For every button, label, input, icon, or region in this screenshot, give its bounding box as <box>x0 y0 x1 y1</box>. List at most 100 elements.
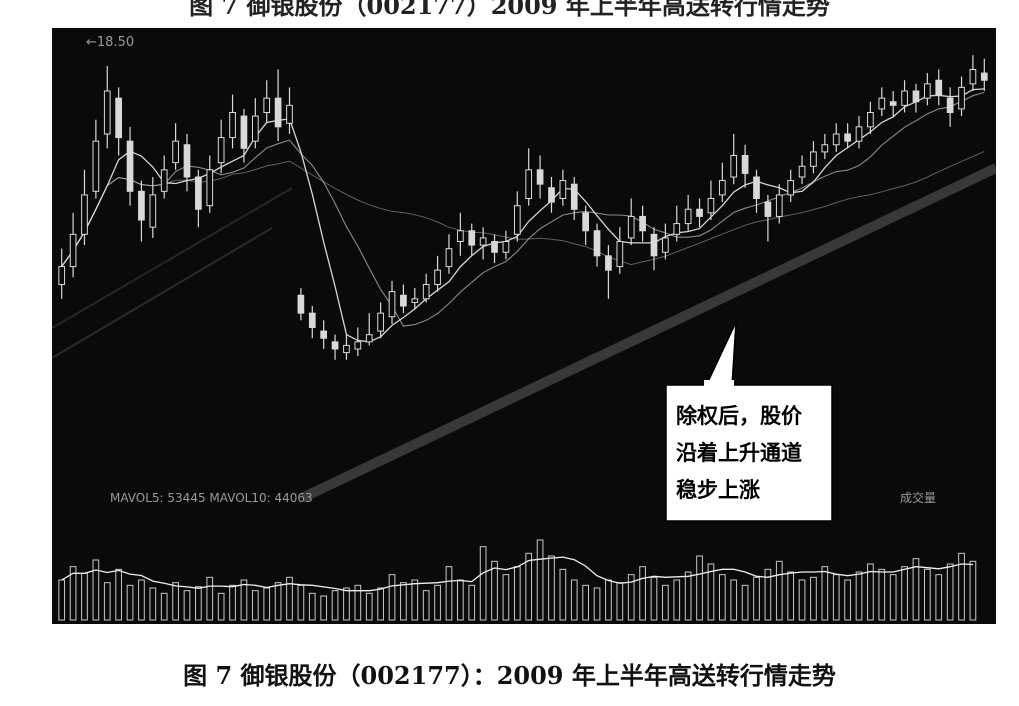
trend-channel <box>52 163 996 503</box>
volume-bar <box>662 584 669 621</box>
candle-body <box>764 201 772 217</box>
volume-bar <box>775 560 783 621</box>
volume-bar <box>103 582 111 621</box>
volume-bar <box>92 559 100 621</box>
candle-body <box>69 233 77 268</box>
volume-bar <box>548 555 555 621</box>
volume-bar <box>627 574 635 621</box>
candle-body <box>297 294 305 314</box>
volume-bar <box>741 584 749 621</box>
volume-bar <box>400 582 407 621</box>
candles <box>58 55 988 360</box>
volume-bar <box>274 582 282 621</box>
candle-body <box>81 194 88 235</box>
candle-body <box>320 330 328 339</box>
candle-body <box>753 176 760 199</box>
candle-body <box>684 208 692 225</box>
candle-body <box>115 97 122 139</box>
candle-body <box>331 341 339 350</box>
volume-bars <box>58 539 977 621</box>
volume-bar <box>582 584 589 621</box>
candle-body <box>286 104 293 124</box>
candle-body <box>308 312 316 328</box>
candle-body <box>912 90 920 103</box>
candle-body <box>365 334 373 343</box>
candle-body <box>138 190 145 221</box>
volume-bar <box>58 579 66 621</box>
volume-bar <box>172 582 179 621</box>
candle-body <box>479 237 487 246</box>
volume-bar <box>320 595 328 621</box>
candle-body <box>377 312 384 332</box>
volume-bar <box>958 552 965 621</box>
candle-body <box>593 230 601 257</box>
volume-bar <box>559 568 567 621</box>
volume-bar <box>946 563 954 621</box>
candle-body <box>160 169 168 192</box>
callout-line-1: 除权后，股价 <box>676 404 803 428</box>
candle-body <box>468 230 476 246</box>
candle-body <box>855 126 863 142</box>
candle-body <box>388 291 396 318</box>
volume-bar <box>707 563 715 621</box>
volume-bar <box>730 579 738 621</box>
candle-body <box>924 83 931 99</box>
volume-bar <box>354 584 362 621</box>
volume-bar <box>149 587 157 621</box>
volume-bar <box>787 571 795 621</box>
volume-bar <box>240 579 248 621</box>
candle-body <box>696 208 703 217</box>
volume-bar <box>229 584 236 621</box>
candle-body <box>662 237 669 253</box>
figure-caption: 图 7 御银股份（002177）：2009 年上半年高送转行情走势 <box>183 661 836 690</box>
candle-body <box>787 180 795 196</box>
callout-pointer <box>705 321 737 387</box>
volume-bar <box>434 584 441 621</box>
volume-bar <box>411 579 419 621</box>
trend-channel-line <box>299 163 996 503</box>
candle-body <box>400 294 407 307</box>
volume-bar <box>570 579 578 621</box>
volume-bar <box>639 566 646 621</box>
candle-body <box>889 101 897 106</box>
volume-bar <box>650 576 658 621</box>
candle-body <box>343 344 350 354</box>
volume-bar <box>365 592 373 621</box>
candle-body <box>650 233 658 257</box>
volume-ma-line <box>61 556 973 592</box>
volume-bar <box>935 574 943 621</box>
candle-body <box>457 230 464 242</box>
volume-bar <box>718 574 726 621</box>
candle-body <box>195 176 202 210</box>
moving-averages <box>61 88 985 343</box>
candle-body <box>58 266 66 285</box>
candle-body <box>217 137 225 164</box>
volume-label: 成交量 <box>900 490 936 505</box>
volume-bar <box>138 579 145 621</box>
volume-bar <box>195 586 202 621</box>
candle-body <box>775 194 783 217</box>
candle-body <box>92 140 100 192</box>
candle-body <box>673 223 681 235</box>
volume-bar <box>422 590 430 621</box>
candle-body <box>810 151 817 167</box>
candle-body <box>980 72 988 81</box>
candle-body <box>718 180 726 196</box>
volume-bar <box>183 590 191 621</box>
candle-body <box>559 180 567 199</box>
volume-bar <box>343 587 350 621</box>
volume-bar <box>160 592 168 621</box>
candle-body <box>935 79 943 96</box>
candle-body <box>639 215 646 232</box>
candle-body <box>274 97 282 128</box>
candle-body <box>434 269 441 286</box>
candle-body <box>536 169 544 185</box>
callout-line-2: 沿着上升通道 <box>676 441 802 465</box>
candle-body <box>263 97 271 113</box>
volume-bar <box>502 574 510 621</box>
candle-body <box>354 341 362 350</box>
volume-bar <box>867 563 874 621</box>
older-trend-line <box>52 187 293 329</box>
volume-bar <box>764 568 772 621</box>
candle-body <box>411 298 419 303</box>
